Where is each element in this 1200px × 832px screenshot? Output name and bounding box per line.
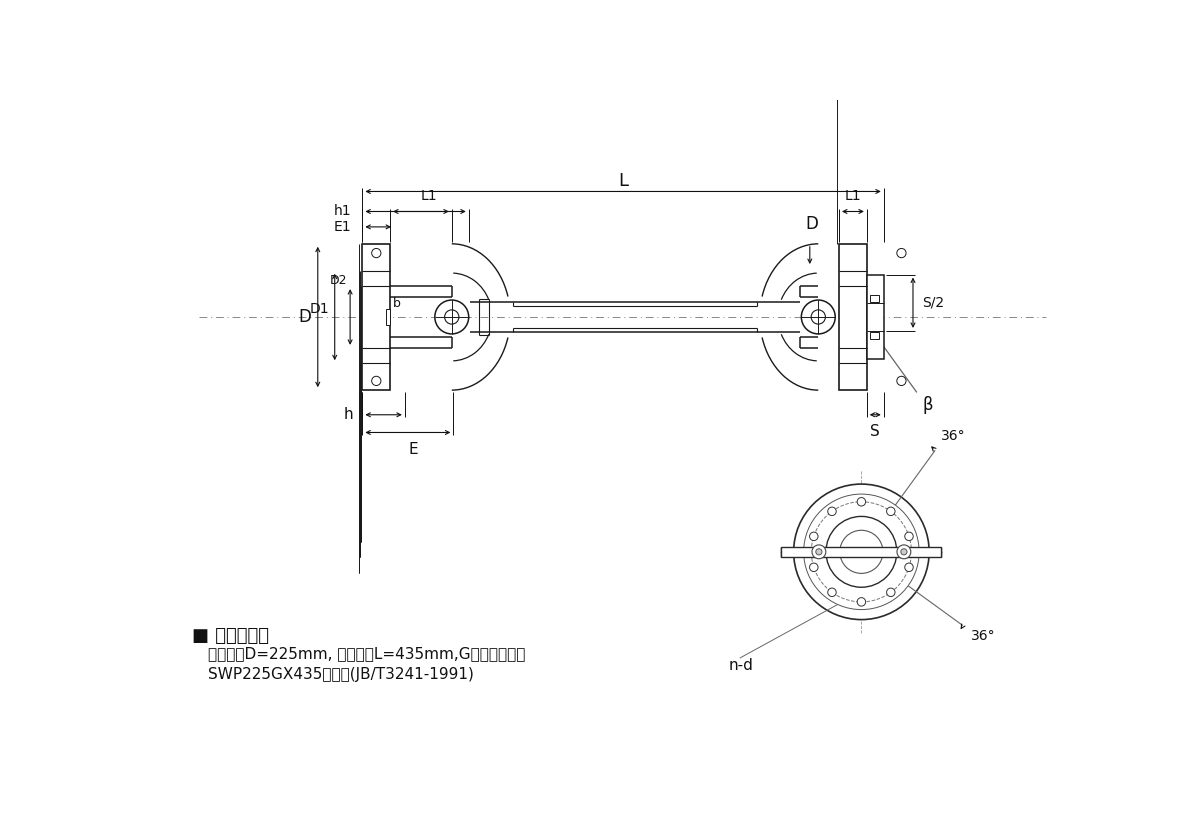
Text: D2: D2 xyxy=(330,274,347,286)
Circle shape xyxy=(812,545,826,559)
Text: ■ 标记示例：: ■ 标记示例： xyxy=(192,626,269,645)
Text: SWP225GX435联轴器(JB/T3241-1991): SWP225GX435联轴器(JB/T3241-1991) xyxy=(209,666,474,681)
Circle shape xyxy=(445,310,458,324)
Circle shape xyxy=(810,563,818,572)
Text: E: E xyxy=(408,442,418,457)
Circle shape xyxy=(434,300,469,334)
Circle shape xyxy=(901,549,907,555)
Circle shape xyxy=(793,484,929,620)
Text: b: b xyxy=(392,297,401,310)
Circle shape xyxy=(896,545,911,559)
Text: 36°: 36° xyxy=(941,428,966,443)
Text: S/2: S/2 xyxy=(923,295,944,310)
Circle shape xyxy=(810,532,818,541)
Text: D: D xyxy=(805,215,818,233)
Circle shape xyxy=(857,498,865,506)
Circle shape xyxy=(811,310,826,324)
Circle shape xyxy=(896,249,906,258)
Circle shape xyxy=(802,300,835,334)
Circle shape xyxy=(857,597,865,607)
Bar xyxy=(385,310,390,324)
Circle shape xyxy=(887,588,895,597)
Circle shape xyxy=(804,494,919,610)
Text: 36°: 36° xyxy=(971,630,995,643)
Circle shape xyxy=(840,530,883,573)
Text: L1: L1 xyxy=(845,189,862,203)
Bar xyxy=(781,547,941,557)
Circle shape xyxy=(896,376,906,385)
Circle shape xyxy=(816,549,822,555)
Text: D1: D1 xyxy=(310,302,329,316)
Bar xyxy=(866,275,883,359)
Bar xyxy=(870,332,880,339)
Text: S: S xyxy=(870,424,880,439)
Text: L: L xyxy=(618,172,628,191)
Circle shape xyxy=(828,588,836,597)
Text: β: β xyxy=(923,396,934,414)
Text: L1: L1 xyxy=(421,189,438,203)
Bar xyxy=(839,244,866,390)
Text: 回转直径D=225mm, 安装长度L=435mm,G型万向联轴器: 回转直径D=225mm, 安装长度L=435mm,G型万向联轴器 xyxy=(209,646,526,661)
Text: h: h xyxy=(343,408,353,423)
Bar xyxy=(362,244,390,390)
Circle shape xyxy=(887,507,895,516)
Text: E1: E1 xyxy=(334,220,352,234)
Circle shape xyxy=(905,563,913,572)
Bar xyxy=(870,295,880,301)
Circle shape xyxy=(826,517,896,587)
Circle shape xyxy=(828,507,836,516)
Circle shape xyxy=(905,532,913,541)
Text: h1: h1 xyxy=(334,205,352,219)
Text: D: D xyxy=(298,308,311,326)
Text: n-d: n-d xyxy=(728,658,754,673)
Circle shape xyxy=(372,249,380,258)
Circle shape xyxy=(372,376,380,385)
